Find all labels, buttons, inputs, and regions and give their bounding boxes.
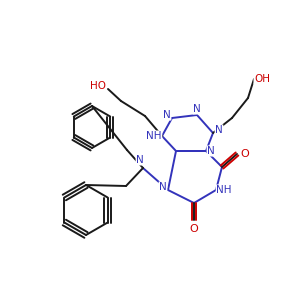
Text: N: N (159, 182, 167, 192)
Text: N: N (136, 155, 144, 165)
Text: N: N (163, 110, 171, 120)
Text: N: N (193, 104, 201, 114)
Text: NH: NH (216, 185, 232, 195)
Text: O: O (190, 224, 198, 234)
Text: N: N (207, 146, 215, 156)
Text: O: O (241, 149, 249, 159)
Text: OH: OH (254, 74, 270, 84)
Text: HO: HO (90, 81, 106, 91)
Text: NH: NH (146, 131, 162, 141)
Text: N: N (215, 125, 223, 135)
